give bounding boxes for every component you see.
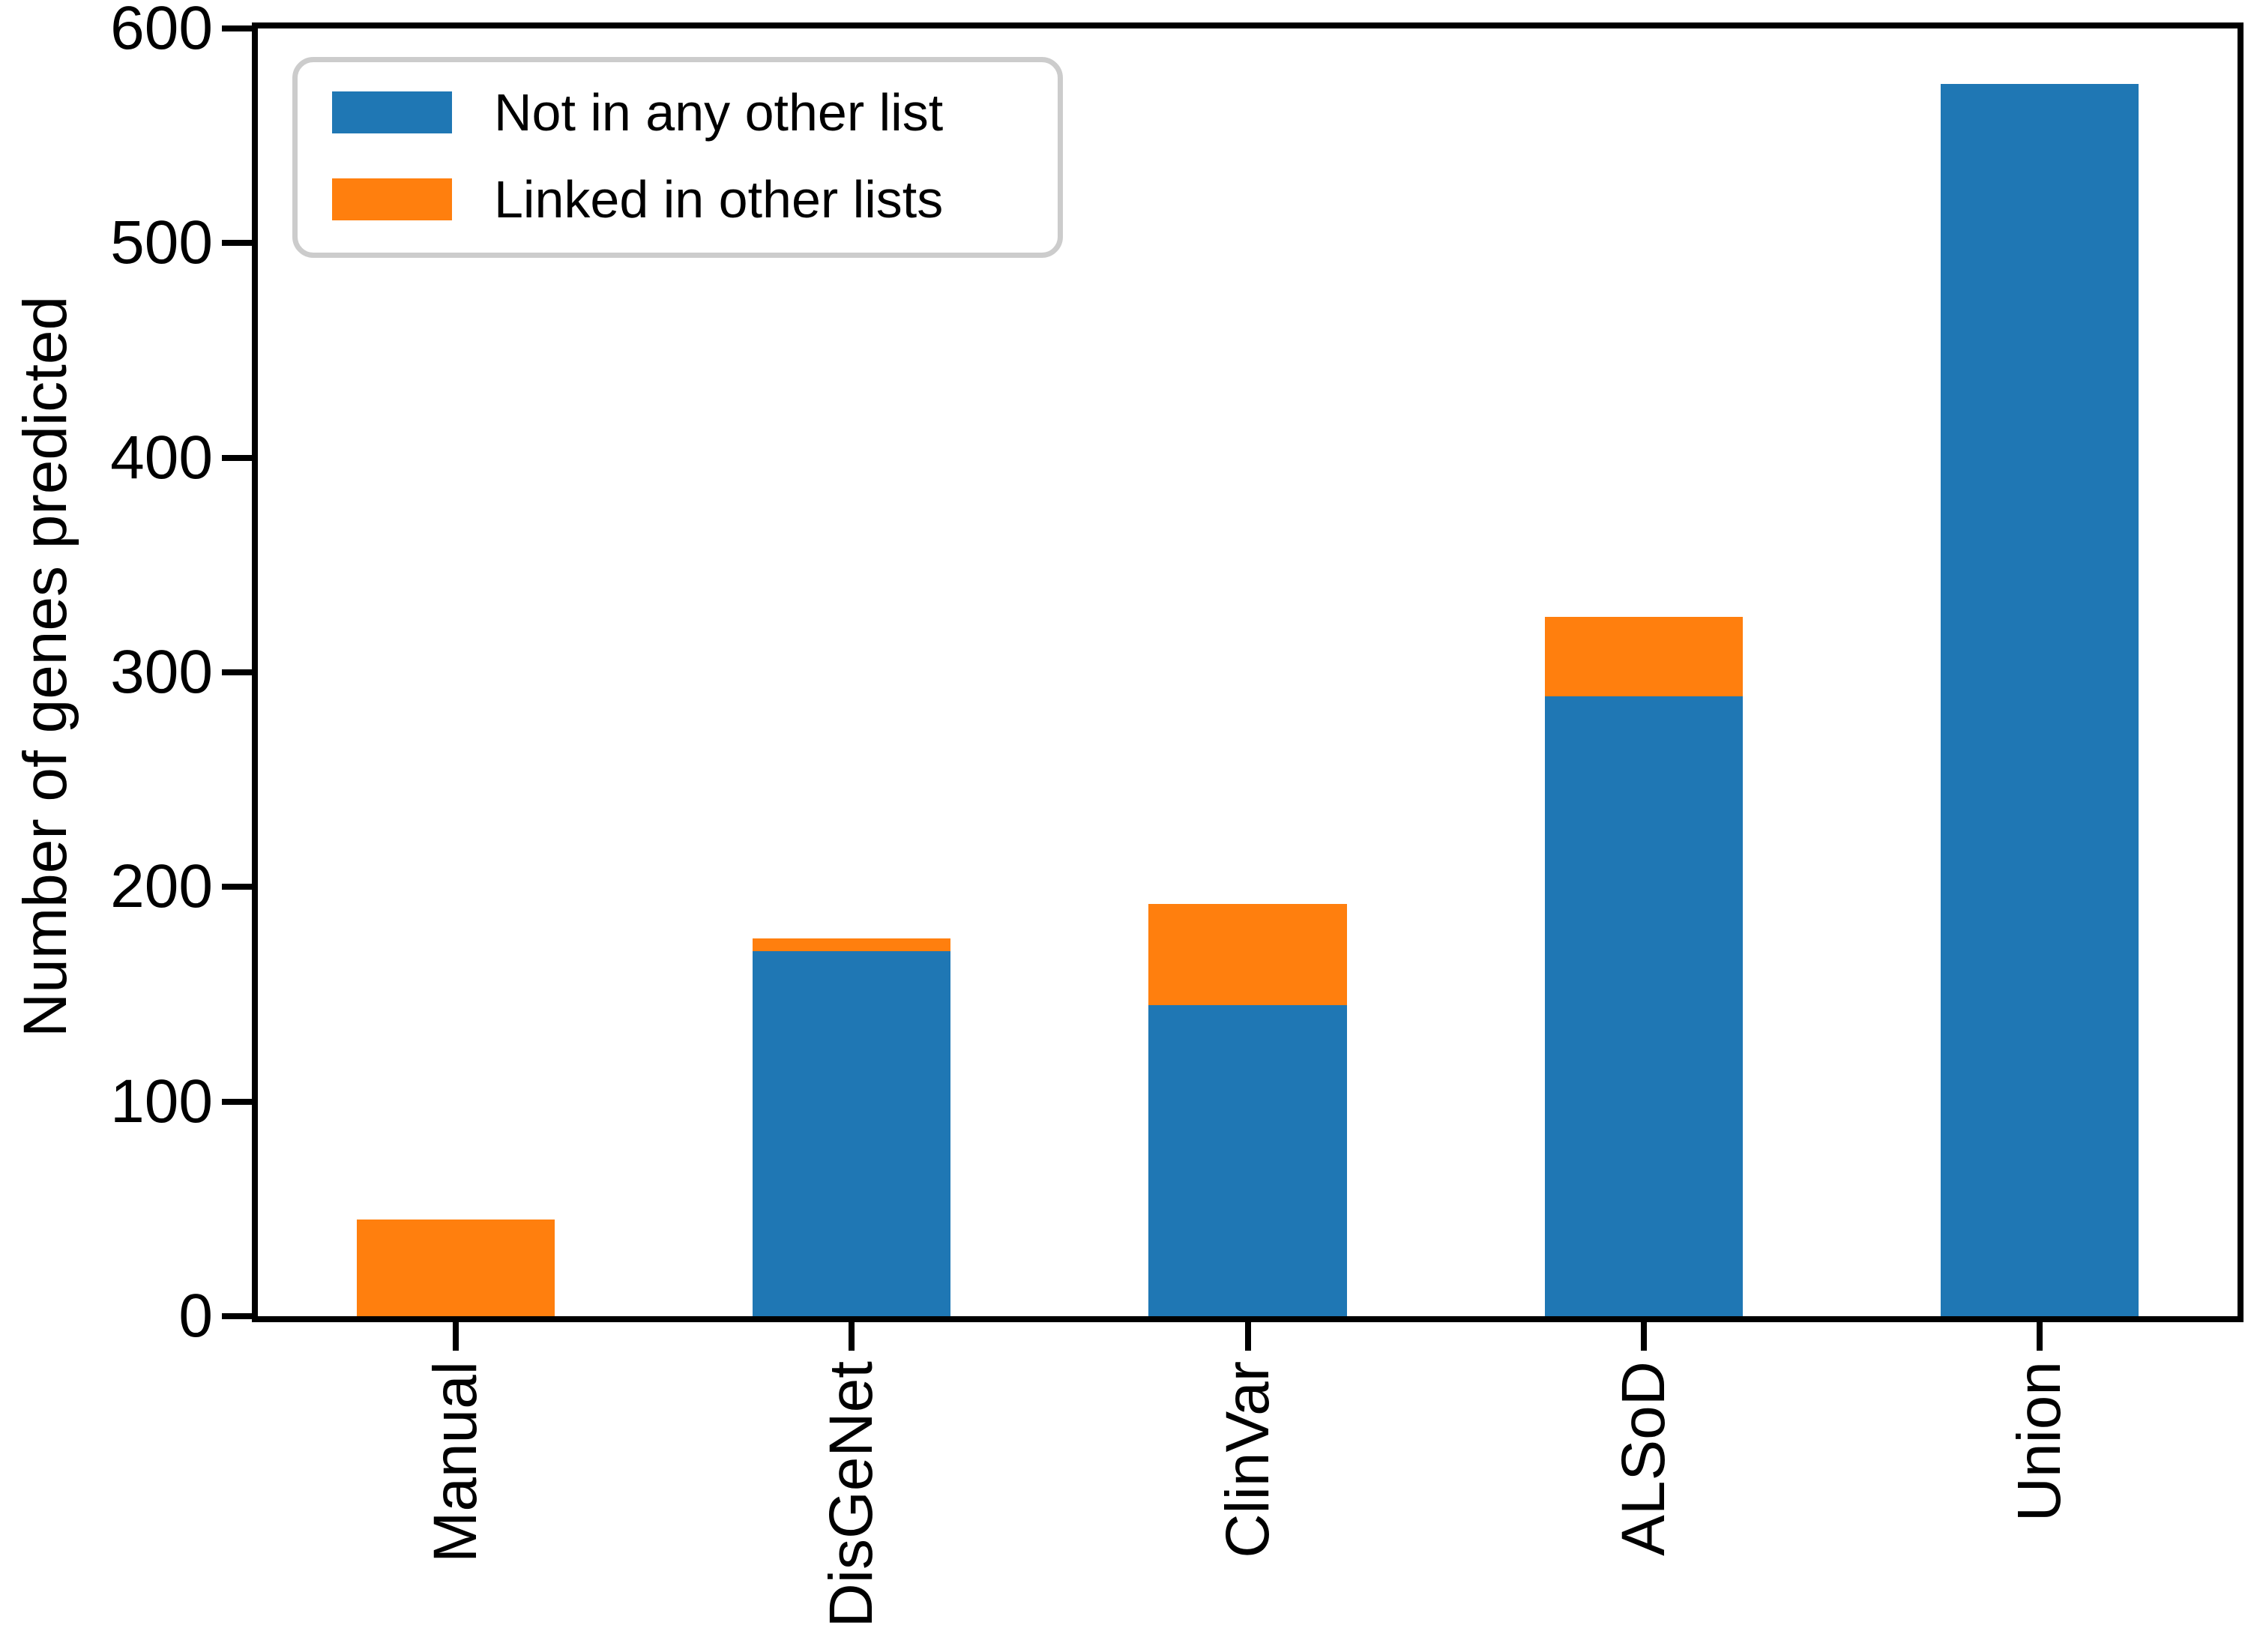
bar-segment: [1148, 904, 1347, 1005]
x-tick-mark: [2036, 1322, 2043, 1351]
bar-segment: [753, 951, 951, 1316]
y-tick-mark: [222, 25, 252, 31]
x-tick-label: Union: [2004, 1361, 2073, 1522]
x-tick-mark: [453, 1322, 459, 1351]
y-tick-label: 600: [110, 0, 213, 62]
plot-area: Not in any other list Linked in other lis…: [252, 22, 2244, 1322]
y-tick-label: 100: [110, 1067, 213, 1136]
legend-swatch: [332, 178, 452, 220]
legend-swatch: [332, 91, 452, 133]
x-tick-mark: [1244, 1322, 1251, 1351]
y-tick-mark: [222, 1313, 252, 1319]
x-tick-label: ALSoD: [1609, 1361, 1678, 1556]
bar-segment: [1148, 1004, 1347, 1316]
legend-item: Linked in other lists: [332, 169, 1043, 230]
bar-segment: [1544, 696, 1743, 1316]
x-tick-label: DisGeNet: [817, 1361, 886, 1628]
y-tick-label: 0: [178, 1282, 213, 1350]
bar-segment: [753, 938, 951, 952]
legend: Not in any other list Linked in other lis…: [292, 57, 1063, 258]
y-tick-label: 200: [110, 852, 213, 921]
bar-segment: [357, 1220, 555, 1316]
x-tick-mark: [1640, 1322, 1647, 1351]
x-tick-label: Manual: [421, 1361, 490, 1563]
bar-segment: [1940, 84, 2139, 1316]
x-tick-label: ClinVar: [1213, 1361, 1282, 1558]
y-tick-mark: [222, 240, 252, 247]
x-tick-mark: [849, 1322, 855, 1351]
legend-label: Linked in other lists: [494, 170, 944, 229]
y-tick-mark: [222, 884, 252, 890]
bar-segment: [1544, 616, 1743, 696]
y-tick-label: 400: [110, 423, 213, 492]
y-tick-mark: [222, 454, 252, 461]
y-tick-mark: [222, 1098, 252, 1105]
legend-label: Not in any other list: [494, 83, 944, 142]
y-tick-label: 500: [110, 208, 213, 277]
y-tick-mark: [222, 669, 252, 675]
y-tick-label: 300: [110, 638, 213, 706]
legend-item: Not in any other list: [332, 82, 1043, 143]
